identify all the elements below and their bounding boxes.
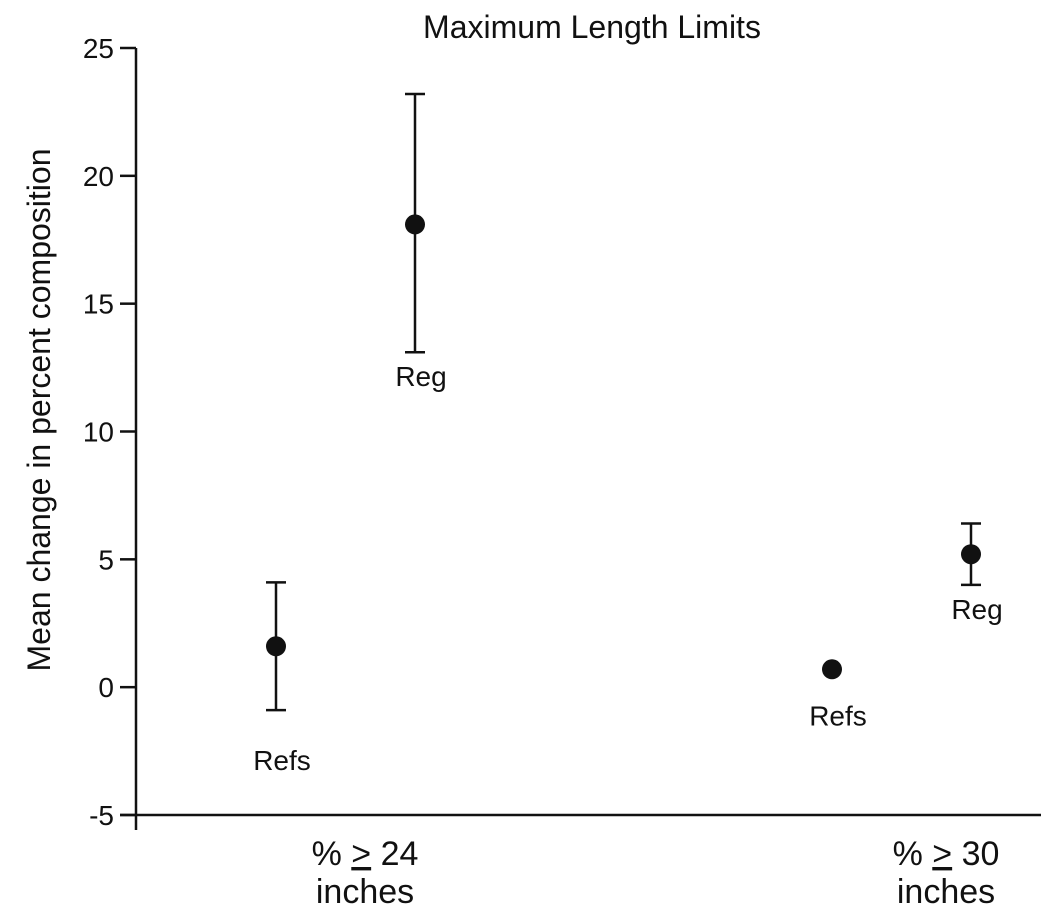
y-tick-label: -5 <box>89 800 114 831</box>
y-tick-label: 0 <box>98 672 114 703</box>
data-point <box>405 214 425 235</box>
chart-title: Maximum Length Limits <box>423 9 761 45</box>
group-label-line2: inches <box>316 873 414 911</box>
point-label: Reg <box>951 594 1002 625</box>
point-label: Refs <box>253 745 311 776</box>
point-label: Refs <box>809 700 867 731</box>
data-point <box>266 636 286 657</box>
data-point <box>961 544 981 565</box>
y-axis-ticks: 25 20 15 10 5 0 -5 <box>83 33 136 831</box>
data-point <box>822 659 842 680</box>
y-tick-label: 15 <box>83 289 114 320</box>
data-points: Refs Reg Refs Reg <box>253 92 1003 776</box>
y-tick-label: 5 <box>98 544 114 575</box>
y-axis-label: Mean change in percent composition <box>21 149 57 672</box>
group-label-line2: inches <box>897 873 995 911</box>
y-tick-label: 10 <box>83 417 114 448</box>
point-label: Reg <box>395 361 446 392</box>
group-label-line1: % > 30 <box>893 835 1000 873</box>
y-tick-label: 25 <box>83 33 114 64</box>
y-tick-label: 20 <box>83 161 114 192</box>
group-label-line1: % > 24 <box>312 835 419 873</box>
